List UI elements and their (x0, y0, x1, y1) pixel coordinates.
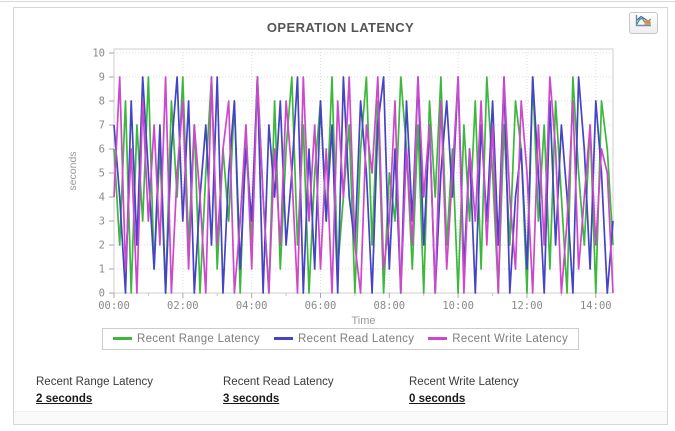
legend-item-range: Recent Range Latency (112, 333, 260, 345)
chart-legend: Recent Range Latency Recent Read Latency… (14, 327, 667, 350)
stats-row: Recent Range Latency 2 seconds Recent Re… (14, 376, 667, 412)
svg-text:5: 5 (99, 168, 105, 180)
svg-text:0: 0 (99, 288, 105, 300)
svg-text:06:00: 06:00 (305, 300, 337, 312)
svg-text:1: 1 (99, 264, 105, 276)
svg-text:7: 7 (99, 120, 105, 132)
legend-item-read: Recent Read Latency (273, 333, 414, 345)
svg-text:02:00: 02:00 (167, 300, 199, 312)
stat-read-latency: Recent Read Latency 3 seconds (223, 376, 334, 405)
svg-text:seconds: seconds (67, 151, 79, 190)
svg-text:12:00: 12:00 (511, 300, 543, 312)
svg-text:10: 10 (92, 48, 105, 60)
svg-text:8: 8 (99, 96, 105, 108)
svg-text:10:00: 10:00 (442, 300, 474, 312)
latency-chart: 0 1 2 3 4 5 6 7 8 9 10 00:00 02:00 04:00 06:00 08:00 10:… (67, 48, 614, 326)
chart-type-button[interactable] (629, 12, 658, 34)
read-latency-swatch (273, 337, 293, 340)
svg-text:2: 2 (99, 240, 105, 252)
stat-write-latency: Recent Write Latency 0 seconds (409, 376, 519, 405)
write-latency-value-link[interactable]: 0 seconds (409, 393, 466, 405)
range-latency-swatch (112, 337, 132, 340)
svg-text:14:00: 14:00 (580, 300, 612, 312)
legend-item-write: Recent Write Latency (428, 333, 568, 345)
page-title: OPERATION LATENCY (266, 20, 415, 35)
range-latency-value-link[interactable]: 2 seconds (36, 393, 93, 405)
svg-text:Time: Time (351, 315, 375, 326)
widget-footer (14, 411, 667, 424)
line-chart-icon (635, 14, 652, 32)
svg-text:04:00: 04:00 (236, 300, 268, 312)
read-latency-value-link[interactable]: 3 seconds (223, 393, 280, 405)
svg-text:4: 4 (99, 192, 105, 204)
svg-text:3: 3 (99, 216, 105, 228)
svg-text:9: 9 (99, 72, 105, 84)
page-top-divider (0, 1, 675, 2)
svg-text:08:00: 08:00 (374, 300, 406, 312)
operation-latency-widget: OPERATION LATENCY 0 1 2 3 4 5 6 7 8 9 10 00:00 02:00… (13, 7, 668, 425)
svg-text:6: 6 (99, 144, 105, 156)
svg-text:00:00: 00:00 (98, 300, 130, 312)
write-latency-swatch (428, 337, 448, 340)
stat-range-latency: Recent Range Latency 2 seconds (36, 376, 153, 405)
